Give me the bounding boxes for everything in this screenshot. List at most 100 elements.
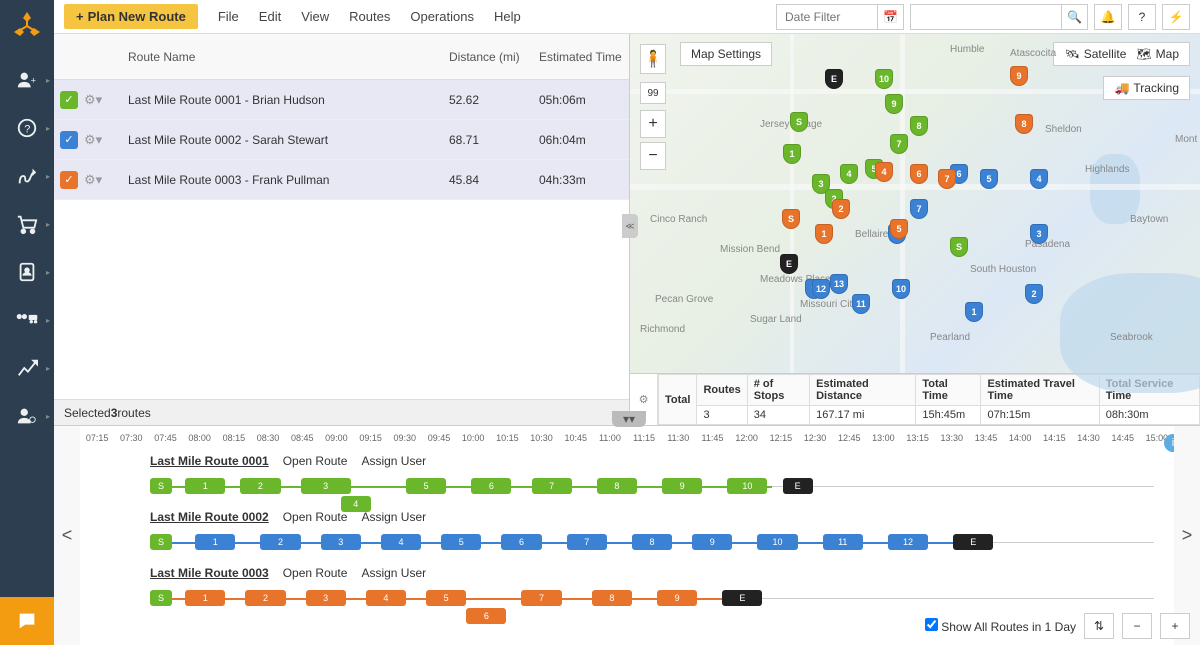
header-distance[interactable]: Distance (mi) [449, 50, 539, 64]
sidebar-item-add-user[interactable]: +▸ [0, 56, 54, 104]
sidebar-item-analytics[interactable]: ▸ [0, 344, 54, 392]
timeline-stop[interactable]: 1 [195, 534, 235, 550]
timeline-stop[interactable]: 2 [245, 590, 285, 606]
sidebar-item-orders[interactable]: ▸ [0, 200, 54, 248]
plan-new-route-button[interactable]: +Plan New Route [64, 4, 198, 29]
map[interactable]: 🧍 99 + − Map Settings 🛰Satellite 🗺Map 🚚T… [630, 34, 1200, 373]
sidebar-item-fleet[interactable]: ▸ [0, 296, 54, 344]
map-marker[interactable]: 10 [892, 279, 910, 299]
timeline-route-name[interactable]: Last Mile Route 0002 [150, 510, 269, 524]
show-all-checkbox[interactable]: Show All Routes in 1 Day [925, 618, 1076, 634]
timeline-stop[interactable]: 4 [366, 590, 406, 606]
vertical-splitter[interactable]: ▾▾ [612, 411, 646, 427]
map-marker[interactable]: 5 [980, 169, 998, 189]
map-marker[interactable]: 1 [815, 224, 833, 244]
map-marker[interactable]: 1 [965, 302, 983, 322]
route-checkbox[interactable]: ✓ [60, 131, 78, 149]
gear-icon[interactable]: ⚙▾ [84, 172, 118, 188]
zoom-out-button[interactable]: − [640, 142, 666, 170]
menu-routes[interactable]: Routes [349, 9, 390, 24]
timeline-stop[interactable]: E [722, 590, 762, 606]
timeline-stop[interactable]: 11 [823, 534, 863, 550]
table-row[interactable]: ✓ ⚙▾ Last Mile Route 0002 - Sarah Stewar… [54, 120, 629, 160]
timeline-stop[interactable]: 1 [185, 478, 225, 494]
timeline-stop[interactable]: E [783, 478, 813, 494]
timeline-stop[interactable]: 2 [260, 534, 300, 550]
map-marker[interactable]: 7 [938, 169, 956, 189]
map-marker[interactable]: 7 [910, 199, 928, 219]
map-marker[interactable]: 1 [783, 144, 801, 164]
gear-icon[interactable]: ⚙▾ [84, 92, 118, 108]
pegman-icon[interactable]: 🧍 [640, 44, 666, 74]
table-row[interactable]: ✓ ⚙▾ Last Mile Route 0003 - Frank Pullma… [54, 160, 629, 200]
timeline-stop[interactable]: 7 [532, 478, 572, 494]
assign-user-link[interactable]: Assign User [361, 454, 426, 468]
help-icon[interactable]: ? [1128, 4, 1156, 30]
tracking-button[interactable]: 🚚Tracking [1103, 76, 1190, 100]
timeline-stop[interactable]: E [953, 534, 993, 550]
map-marker[interactable]: 9 [885, 94, 903, 114]
map-settings-button[interactable]: Map Settings [680, 42, 772, 66]
sort-button[interactable]: ⇅ [1084, 613, 1114, 639]
timeline-stop[interactable]: 8 [597, 478, 637, 494]
map-marker[interactable]: 2 [1025, 284, 1043, 304]
header-time[interactable]: Estimated Time [539, 50, 629, 64]
horizontal-splitter[interactable]: ≪ [622, 214, 638, 238]
timeline-stop[interactable]: 8 [592, 590, 632, 606]
date-filter-input[interactable] [777, 10, 877, 24]
timeline-stop[interactable]: 6 [501, 534, 541, 550]
sidebar-chat-icon[interactable] [0, 597, 54, 645]
map-marker[interactable]: 13 [830, 274, 848, 294]
map-marker[interactable]: 5 [890, 219, 908, 239]
route-checkbox[interactable]: ✓ [60, 171, 78, 189]
zoom-in-button[interactable]: + [640, 110, 666, 138]
timeline-stop[interactable]: 5 [426, 590, 466, 606]
assign-user-link[interactable]: Assign User [361, 566, 426, 580]
timeline-stop[interactable]: 1 [185, 590, 225, 606]
date-filter[interactable]: 📅 [776, 4, 904, 30]
timeline-stop[interactable]: 3 [301, 478, 351, 494]
timeline-route-name[interactable]: Last Mile Route 0003 [150, 566, 269, 580]
menu-file[interactable]: File [218, 9, 239, 24]
map-marker[interactable]: 6 [910, 164, 928, 184]
timeline-stop[interactable]: 9 [692, 534, 732, 550]
map-marker[interactable]: 10 [875, 69, 893, 89]
map-marker[interactable]: S [782, 209, 800, 229]
timeline-stop[interactable]: 3 [306, 590, 346, 606]
menu-help[interactable]: Help [494, 9, 521, 24]
menu-edit[interactable]: Edit [259, 9, 281, 24]
map-marker[interactable]: 7 [890, 134, 908, 154]
sidebar-item-help[interactable]: ?▸ [0, 104, 54, 152]
search-icon[interactable]: 🔍 [1061, 5, 1087, 29]
menu-operations[interactable]: Operations [410, 9, 474, 24]
menu-view[interactable]: View [301, 9, 329, 24]
timeline-prev-button[interactable]: < [54, 426, 80, 645]
open-route-link[interactable]: Open Route [283, 454, 348, 468]
sidebar-item-routes[interactable]: ▸ [0, 152, 54, 200]
zoom-out-timeline-button[interactable]: − [1122, 613, 1152, 639]
timeline-stop[interactable]: 5 [406, 478, 446, 494]
open-route-link[interactable]: Open Route [283, 510, 348, 524]
timeline-route-name[interactable]: Last Mile Route 0001 [150, 454, 269, 468]
assign-user-link[interactable]: Assign User [361, 510, 426, 524]
map-marker[interactable]: 4 [875, 162, 893, 182]
map-marker[interactable]: 3 [1030, 224, 1048, 244]
map-marker[interactable]: S [950, 237, 968, 257]
timeline-stop[interactable]: 9 [662, 478, 702, 494]
timeline-stop[interactable]: 8 [632, 534, 672, 550]
notifications-icon[interactable]: 🔔 [1094, 4, 1122, 30]
timeline-stop[interactable]: 7 [521, 590, 561, 606]
search-input[interactable] [911, 5, 1061, 29]
map-marker[interactable]: 8 [1015, 114, 1033, 134]
header-route-name[interactable]: Route Name [118, 50, 449, 64]
timeline-stop[interactable]: 9 [657, 590, 697, 606]
timeline-stop[interactable]: 10 [727, 478, 767, 494]
bolt-icon[interactable]: ⚡ [1162, 4, 1190, 30]
timeline-stop[interactable]: S [150, 534, 172, 550]
gear-icon[interactable]: ⚙▾ [84, 132, 118, 148]
map-marker[interactable]: E [780, 254, 798, 274]
map-marker[interactable]: S [790, 112, 808, 132]
sidebar-item-address-book[interactable]: ▸ [0, 248, 54, 296]
timeline-stop[interactable]: 7 [567, 534, 607, 550]
sidebar-item-user-settings[interactable]: ▸ [0, 392, 54, 440]
